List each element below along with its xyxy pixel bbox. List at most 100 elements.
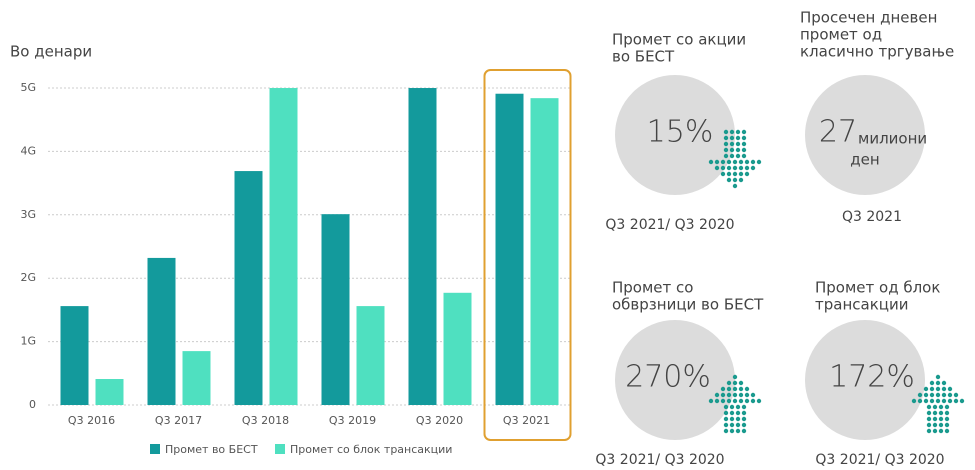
kpi-unit: милиони bbox=[858, 130, 927, 148]
arrow-dot bbox=[756, 398, 762, 404]
arrow-dot bbox=[732, 165, 738, 171]
kpi-period: Q3 2021 bbox=[842, 209, 902, 225]
arrow-dot bbox=[744, 165, 750, 171]
arrow-dot bbox=[735, 416, 741, 422]
legend-label: Промет со блок трансакции bbox=[290, 443, 452, 456]
arrow-dot bbox=[738, 386, 744, 392]
arrow-dot bbox=[926, 416, 932, 422]
arrow-dot bbox=[723, 416, 729, 422]
arrow-dot bbox=[932, 428, 938, 434]
arrow-dot bbox=[911, 398, 917, 404]
kpi-period: Q3 2021/ Q3 2020 bbox=[595, 452, 724, 468]
arrow-dot bbox=[941, 398, 947, 404]
arrow-dot bbox=[741, 153, 747, 159]
arrow-dot bbox=[744, 398, 750, 404]
arrow-dot bbox=[729, 422, 735, 428]
arrow-dot bbox=[944, 428, 950, 434]
arrow-dot bbox=[729, 135, 735, 141]
kpi-circle bbox=[615, 75, 735, 195]
arrow-dot bbox=[732, 183, 738, 189]
kpi-value: 270% bbox=[625, 360, 711, 395]
kpi-circle bbox=[805, 320, 925, 440]
kpi-title: Промет од блок bbox=[815, 279, 940, 297]
arrow-dot bbox=[923, 392, 929, 398]
arrow-dot bbox=[726, 392, 732, 398]
arrow-dot bbox=[735, 410, 741, 416]
arrow-dot bbox=[735, 404, 741, 410]
arrow-dot bbox=[750, 159, 756, 165]
x-tick-label: Q3 2019 bbox=[329, 414, 376, 427]
arrow-dot bbox=[741, 410, 747, 416]
arrow-dot bbox=[735, 129, 741, 135]
kpi-period: Q3 2021/ Q3 2020 bbox=[605, 217, 734, 233]
arrow-dot bbox=[938, 404, 944, 410]
arrow-dot bbox=[741, 147, 747, 153]
arrow-dot bbox=[947, 392, 953, 398]
arrow-dot bbox=[938, 428, 944, 434]
x-tick-label: Q3 2021 bbox=[503, 414, 550, 427]
bar bbox=[182, 351, 211, 405]
arrow-dot bbox=[714, 392, 720, 398]
arrow-dot bbox=[738, 171, 744, 177]
arrow-dot bbox=[723, 147, 729, 153]
bar bbox=[495, 93, 524, 406]
arrow-dot bbox=[744, 171, 750, 177]
arrow-dot bbox=[750, 392, 756, 398]
arrow-dot bbox=[929, 398, 935, 404]
arrow-dot bbox=[720, 386, 726, 392]
kpi-circle bbox=[615, 320, 735, 440]
arrow-dot bbox=[732, 386, 738, 392]
arrow-dot bbox=[944, 410, 950, 416]
arrow-dot bbox=[953, 392, 959, 398]
arrow-dot bbox=[723, 135, 729, 141]
kpi-period: Q3 2021/ Q3 2020 bbox=[815, 452, 944, 468]
arrow-dot bbox=[729, 153, 735, 159]
arrow-dot bbox=[723, 428, 729, 434]
arrow-dot bbox=[723, 410, 729, 416]
bar bbox=[234, 171, 263, 405]
arrow-dot bbox=[941, 380, 947, 386]
arrow-dot bbox=[729, 404, 735, 410]
bar bbox=[530, 98, 559, 405]
arrow-dot bbox=[723, 141, 729, 147]
arrow-dot bbox=[926, 410, 932, 416]
y-tick-label: 1G bbox=[20, 335, 36, 348]
arrow-dot bbox=[741, 135, 747, 141]
highlight-box bbox=[483, 69, 572, 441]
arrow-dot bbox=[744, 386, 750, 392]
arrow-dot bbox=[726, 171, 732, 177]
arrow-dot bbox=[944, 404, 950, 410]
arrow-dot bbox=[941, 392, 947, 398]
arrow-dot bbox=[720, 392, 726, 398]
arrow-dot bbox=[935, 398, 941, 404]
arrow-dot bbox=[729, 416, 735, 422]
arrow-dot bbox=[741, 404, 747, 410]
y-tick-label: 5G bbox=[20, 81, 36, 94]
y-tick-label: 2G bbox=[20, 271, 36, 284]
kpi-title: Просечен дневен bbox=[800, 9, 937, 27]
arrow-dot bbox=[738, 177, 744, 183]
arrow-dot bbox=[926, 404, 932, 410]
arrow-dot bbox=[926, 422, 932, 428]
arrow-dot bbox=[932, 404, 938, 410]
arrow-dot bbox=[723, 422, 729, 428]
arrow-dot bbox=[741, 428, 747, 434]
arrow-dot bbox=[953, 398, 959, 404]
arrow-dot bbox=[935, 386, 941, 392]
kpi-title: Промет со bbox=[612, 279, 693, 297]
arrow-dot bbox=[726, 177, 732, 183]
arrow-dot bbox=[735, 147, 741, 153]
arrow-dot bbox=[720, 159, 726, 165]
arrow-dot bbox=[923, 398, 929, 404]
legend-swatch bbox=[275, 444, 285, 454]
y-tick-label: 0 bbox=[29, 398, 36, 411]
arrow-dot bbox=[935, 380, 941, 386]
arrow-dot bbox=[932, 422, 938, 428]
arrow-dot bbox=[947, 386, 953, 392]
kpi-circle bbox=[805, 75, 925, 195]
arrow-dot bbox=[932, 416, 938, 422]
arrow-dot bbox=[744, 392, 750, 398]
arrow-dot bbox=[944, 416, 950, 422]
arrow-dot bbox=[729, 428, 735, 434]
kpi-title: промет од bbox=[800, 26, 882, 44]
